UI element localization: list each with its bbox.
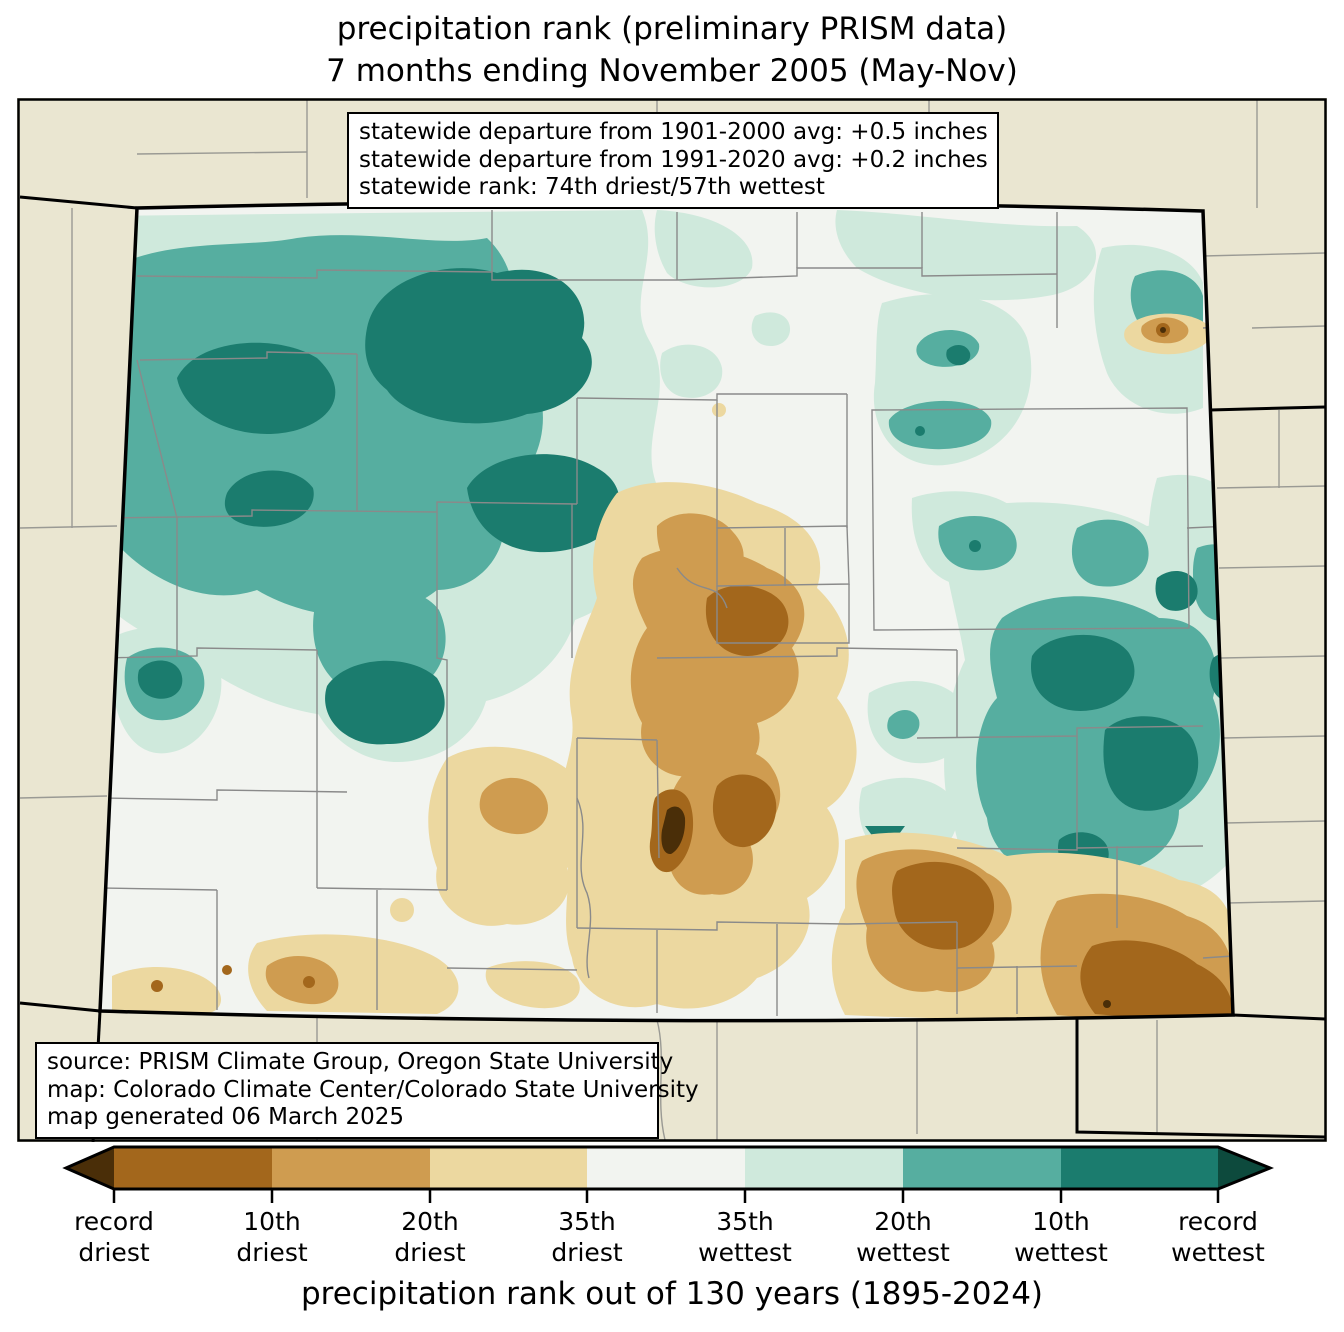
colorbar-label-20th-wettest: 20th wettest xyxy=(856,1207,950,1267)
colorbar-label-10th-driest: 10th driest xyxy=(236,1207,308,1267)
stats-line-3: statewide rank: 74th driest/57th wettest xyxy=(359,174,825,200)
figure-title-line2: 7 months ending November 2005 (May-Nov) xyxy=(326,53,1018,89)
source-credit-box: source: PRISM Climate Group, Oregon Stat… xyxy=(35,1042,699,1139)
figure-title-line1: precipitation rank (preliminary PRISM da… xyxy=(336,11,1008,47)
source-line-1: source: PRISM Climate Group, Oregon Stat… xyxy=(47,1049,674,1075)
precipitation-rank-shading xyxy=(100,210,1233,1020)
colorbar-seg-normal xyxy=(587,1147,745,1189)
precipitation-rank-colorbar xyxy=(62,1145,1275,1203)
colorbar-seg-driest-10 xyxy=(114,1147,272,1189)
stats-line-2: statewide departure from 1991-2020 avg: … xyxy=(359,146,988,173)
colorbar-left-arrow xyxy=(66,1147,114,1189)
colorbar-seg-wettest-10 xyxy=(1061,1147,1218,1189)
neighbor-state-borders xyxy=(19,195,1326,1142)
colorbar-seg-wettest-20 xyxy=(903,1147,1061,1189)
colorbar-seg-driest-20 xyxy=(272,1147,430,1189)
colorbar-label-record-wettest: record wettest xyxy=(1171,1207,1265,1267)
colorbar-caption: precipitation rank out of 130 years (189… xyxy=(300,1276,1044,1312)
colorbar-label-35th-driest: 35th driest xyxy=(551,1207,623,1267)
source-line-3: map generated 06 March 2025 xyxy=(47,1104,405,1130)
wettest-10-areas xyxy=(137,268,1233,873)
colorbar-seg-driest-35 xyxy=(430,1147,587,1189)
colorbar-label-10th-wettest: 10th wettest xyxy=(1014,1207,1108,1267)
driest-10-areas xyxy=(151,323,1233,1017)
colorbar-label-20th-driest: 20th driest xyxy=(394,1207,466,1267)
source-line-2: map: Colorado Climate Center/Colorado St… xyxy=(47,1076,699,1103)
colorbar-label-35th-wettest: 35th wettest xyxy=(698,1207,792,1267)
colorado-precipitation-map xyxy=(17,98,1327,1142)
statewide-stats-box: statewide departure from 1901-2000 avg: … xyxy=(347,112,999,209)
stats-line-1: statewide departure from 1901-2000 avg: … xyxy=(359,119,988,145)
colorbar-label-record-driest: record driest xyxy=(74,1207,154,1267)
record-driest-areas xyxy=(661,327,1166,1008)
colorbar-right-arrow xyxy=(1218,1147,1270,1189)
colorbar-ticks xyxy=(112,1189,1220,1203)
map-frame xyxy=(17,98,1327,1142)
colorbar-seg-wettest-35 xyxy=(745,1147,903,1189)
